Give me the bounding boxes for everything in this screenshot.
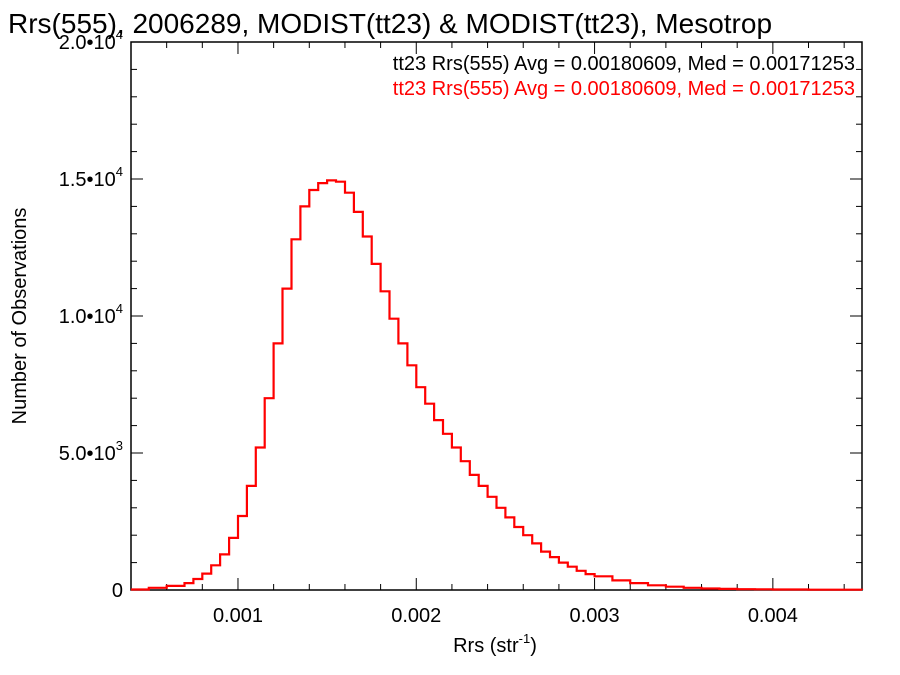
y-tick-label: 0 <box>112 580 123 602</box>
chart-title: Rrs(555), 2006289, MODIST(tt23) & MODIST… <box>8 8 772 39</box>
y-tick-label: 1.0•104 <box>59 301 123 328</box>
series-layer <box>131 179 864 591</box>
annotation-red: tt23 Rrs(555) Avg = 0.00180609, Med = 0.… <box>393 78 855 100</box>
x-tick-label: 0.003 <box>570 605 620 627</box>
annotation-black: tt23 Rrs(555) Avg = 0.00180609, Med = 0.… <box>393 53 855 75</box>
histogram-series-line <box>131 179 864 591</box>
x-axis-label: Rrs (str-1) <box>453 631 537 657</box>
y-tick-label: 2.0•104 <box>59 27 123 54</box>
x-axis-label-sup: -1 <box>519 631 531 646</box>
x-axis: 0.001 0.002 0.003 0.004 <box>130 42 845 627</box>
y-tick-label: 5.0•103 <box>59 438 123 465</box>
x-tick-label: 0.001 <box>213 605 263 627</box>
x-tick-label: 0.002 <box>391 605 441 627</box>
y-axis-label: Number of Observations <box>9 208 31 425</box>
x-tick-label: 0.004 <box>748 605 798 627</box>
x-axis-label-main: Rrs (str <box>453 635 519 657</box>
y-tick-label: 1.5•104 <box>59 164 123 191</box>
y-axis: 0 5.0•103 1.0•104 1.5•104 2.0•104 <box>59 27 862 602</box>
x-axis-label-suffix: ) <box>530 635 537 657</box>
